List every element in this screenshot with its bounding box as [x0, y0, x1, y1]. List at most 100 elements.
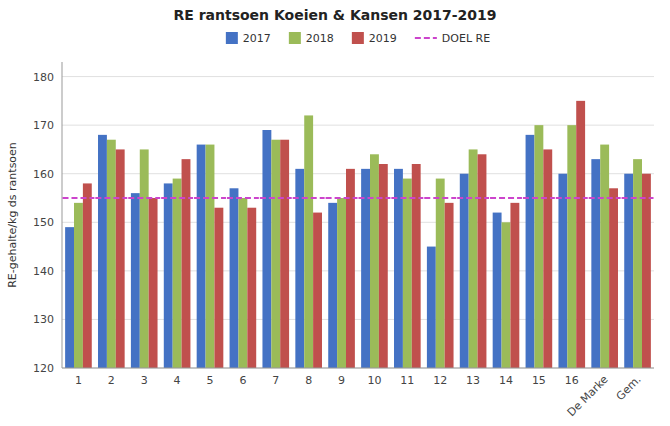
bar — [412, 164, 421, 368]
target-line — [424, 197, 456, 199]
x-tick-label: 10 — [367, 374, 381, 387]
x-tick-label: 7 — [272, 374, 279, 387]
bar — [493, 213, 502, 368]
legend-label: 2019 — [369, 32, 397, 45]
target-line — [128, 197, 160, 199]
legend-label: 2018 — [306, 32, 334, 45]
bar — [230, 188, 239, 368]
bar — [558, 174, 567, 368]
target-line — [490, 197, 522, 199]
x-tick-label: 6 — [239, 374, 246, 387]
legend-item: 2019 — [352, 32, 397, 45]
target-line — [457, 197, 489, 199]
target-line — [293, 197, 325, 199]
x-tick-label: 11 — [400, 374, 414, 387]
bar — [379, 164, 388, 368]
grid-line — [62, 368, 654, 369]
bar — [65, 227, 74, 368]
bar — [214, 208, 223, 368]
x-tick-label: 15 — [532, 374, 546, 387]
target-line — [95, 197, 127, 199]
x-tick-label: 3 — [141, 374, 148, 387]
y-tick-label: 140 — [33, 265, 54, 278]
legend-item: DOEL RE — [415, 32, 490, 45]
bar — [328, 203, 337, 368]
bar — [304, 115, 313, 368]
bar — [313, 213, 322, 368]
grid-line — [62, 125, 654, 126]
bar — [116, 149, 125, 368]
bar — [247, 208, 256, 368]
target-line — [391, 197, 423, 199]
bar — [140, 149, 149, 368]
target-line — [622, 197, 654, 199]
x-tick-label: 5 — [207, 374, 214, 387]
bar — [206, 145, 215, 368]
target-line — [556, 197, 588, 199]
y-tick-label: 170 — [33, 119, 54, 132]
bar — [164, 183, 173, 368]
x-tick-label: 13 — [466, 374, 480, 387]
x-tick-label: De Marke — [565, 373, 611, 419]
target-line — [194, 197, 226, 199]
bar — [609, 188, 618, 368]
target-line — [161, 197, 193, 199]
title: RE rantsoen Koeien & Kansen 2017-2019 — [173, 7, 496, 23]
bar — [197, 145, 206, 368]
bar — [600, 145, 609, 368]
bar — [74, 203, 83, 368]
bar — [149, 198, 158, 368]
y-tick-label: 160 — [33, 168, 54, 181]
bar — [403, 179, 412, 368]
target-line — [523, 197, 555, 199]
target-line — [260, 197, 292, 199]
target-line — [589, 197, 621, 199]
bar — [460, 174, 469, 368]
y-tick-label: 180 — [33, 71, 54, 84]
bar — [238, 198, 247, 368]
bar — [271, 140, 280, 368]
grid-line — [62, 76, 654, 77]
legend-swatch — [415, 37, 437, 39]
bar — [526, 135, 535, 368]
bar — [182, 159, 191, 368]
bar — [510, 203, 519, 368]
chart: 1201301401501601701801234567891011121314… — [0, 0, 670, 426]
y-tick-label: 130 — [33, 313, 54, 326]
y-tick-label: 120 — [33, 362, 54, 375]
x-tick-label: 14 — [499, 374, 513, 387]
target-line — [62, 197, 94, 199]
legend-item: 2017 — [226, 32, 271, 45]
bar — [591, 159, 600, 368]
bar — [436, 179, 445, 368]
x-tick-label: 1 — [75, 374, 82, 387]
y-axis-label: RE-gehalte/kg ds rantsoen — [6, 142, 19, 288]
plot-area — [62, 101, 653, 368]
bar — [534, 125, 543, 368]
bar — [262, 130, 271, 368]
x-tick-label: 2 — [108, 374, 115, 387]
bar — [280, 140, 289, 368]
bar — [567, 125, 576, 368]
x-tick-label: Gem. — [614, 373, 644, 403]
legend-item: 2018 — [289, 32, 334, 45]
bar — [427, 247, 436, 368]
y-tick-label: 150 — [33, 216, 54, 229]
legend-label: DOEL RE — [442, 32, 490, 45]
bar — [173, 179, 182, 368]
bar — [370, 154, 379, 368]
bar — [98, 135, 107, 368]
bar — [445, 203, 454, 368]
bar — [469, 149, 478, 368]
bar — [478, 154, 487, 368]
bar — [131, 193, 140, 368]
legend-swatch — [226, 32, 238, 44]
legend-swatch — [352, 32, 364, 44]
x-tick-label: 16 — [565, 374, 579, 387]
x-tick-label: 4 — [174, 374, 181, 387]
x-tick-label: 8 — [305, 374, 312, 387]
bar — [83, 183, 92, 368]
bar — [543, 149, 552, 368]
bar — [624, 174, 633, 368]
bar — [107, 140, 116, 368]
